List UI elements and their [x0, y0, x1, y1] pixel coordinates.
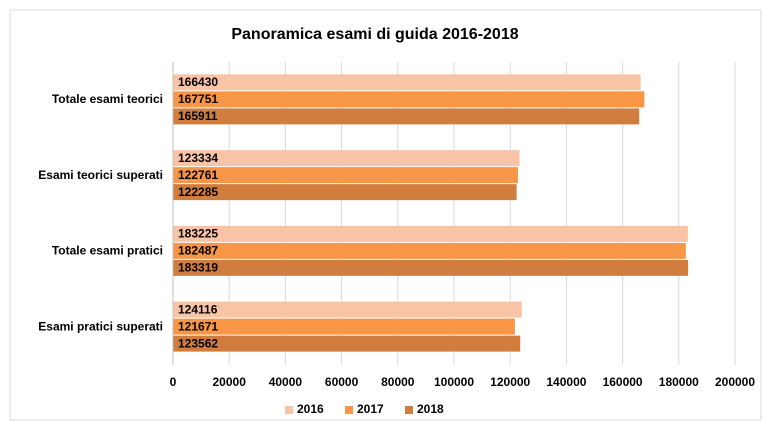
- legend-label: 2016: [297, 402, 324, 416]
- x-tick-label: 80000: [381, 375, 415, 389]
- x-tick-label: 160000: [603, 375, 643, 389]
- data-label: 183319: [178, 261, 218, 275]
- bar: [173, 167, 518, 184]
- legend-label: 2017: [357, 402, 384, 416]
- data-label: 122761: [178, 168, 218, 182]
- x-tick-label: 20000: [213, 375, 247, 389]
- legend-label: 2018: [417, 402, 444, 416]
- bar: [173, 150, 520, 167]
- bar: [173, 335, 521, 352]
- data-label: 183225: [178, 227, 218, 241]
- x-tick-label: 0: [170, 375, 177, 389]
- legend-swatch: [285, 406, 293, 414]
- category-label: Esami pratici superati: [38, 319, 163, 333]
- data-label: 123334: [178, 151, 218, 165]
- legend-swatch: [405, 406, 413, 414]
- bar: [173, 301, 522, 318]
- chart-border: [9, 9, 762, 421]
- x-tick-label: 40000: [269, 375, 303, 389]
- category-label: Totale esami teorici: [52, 92, 163, 106]
- bar: [173, 225, 688, 242]
- bar: [173, 108, 640, 125]
- legend-swatch: [345, 406, 353, 414]
- data-label: 182487: [178, 244, 218, 258]
- data-label: 122285: [178, 185, 218, 199]
- x-tick-label: 120000: [490, 375, 530, 389]
- data-label: 123562: [178, 336, 218, 350]
- bar: [173, 259, 689, 276]
- bar: [173, 91, 645, 108]
- x-tick-label: 60000: [325, 375, 359, 389]
- bar: [173, 74, 641, 91]
- data-label: 167751: [178, 92, 218, 106]
- data-label: 165911: [178, 109, 218, 123]
- bar: [173, 184, 517, 201]
- bar: [173, 318, 515, 335]
- x-tick-label: 200000: [715, 375, 755, 389]
- data-label: 121671: [178, 319, 218, 333]
- x-tick-label: 100000: [434, 375, 474, 389]
- bar: [173, 242, 686, 259]
- x-tick-label: 180000: [659, 375, 699, 389]
- chart-title: Panoramica esami di guida 2016-2018: [231, 26, 518, 43]
- category-label: Totale esami pratici: [52, 244, 163, 258]
- data-label: 166430: [178, 75, 218, 89]
- data-label: 124116: [178, 302, 218, 316]
- x-tick-label: 140000: [546, 375, 586, 389]
- category-label: Esami teorici superati: [38, 168, 163, 182]
